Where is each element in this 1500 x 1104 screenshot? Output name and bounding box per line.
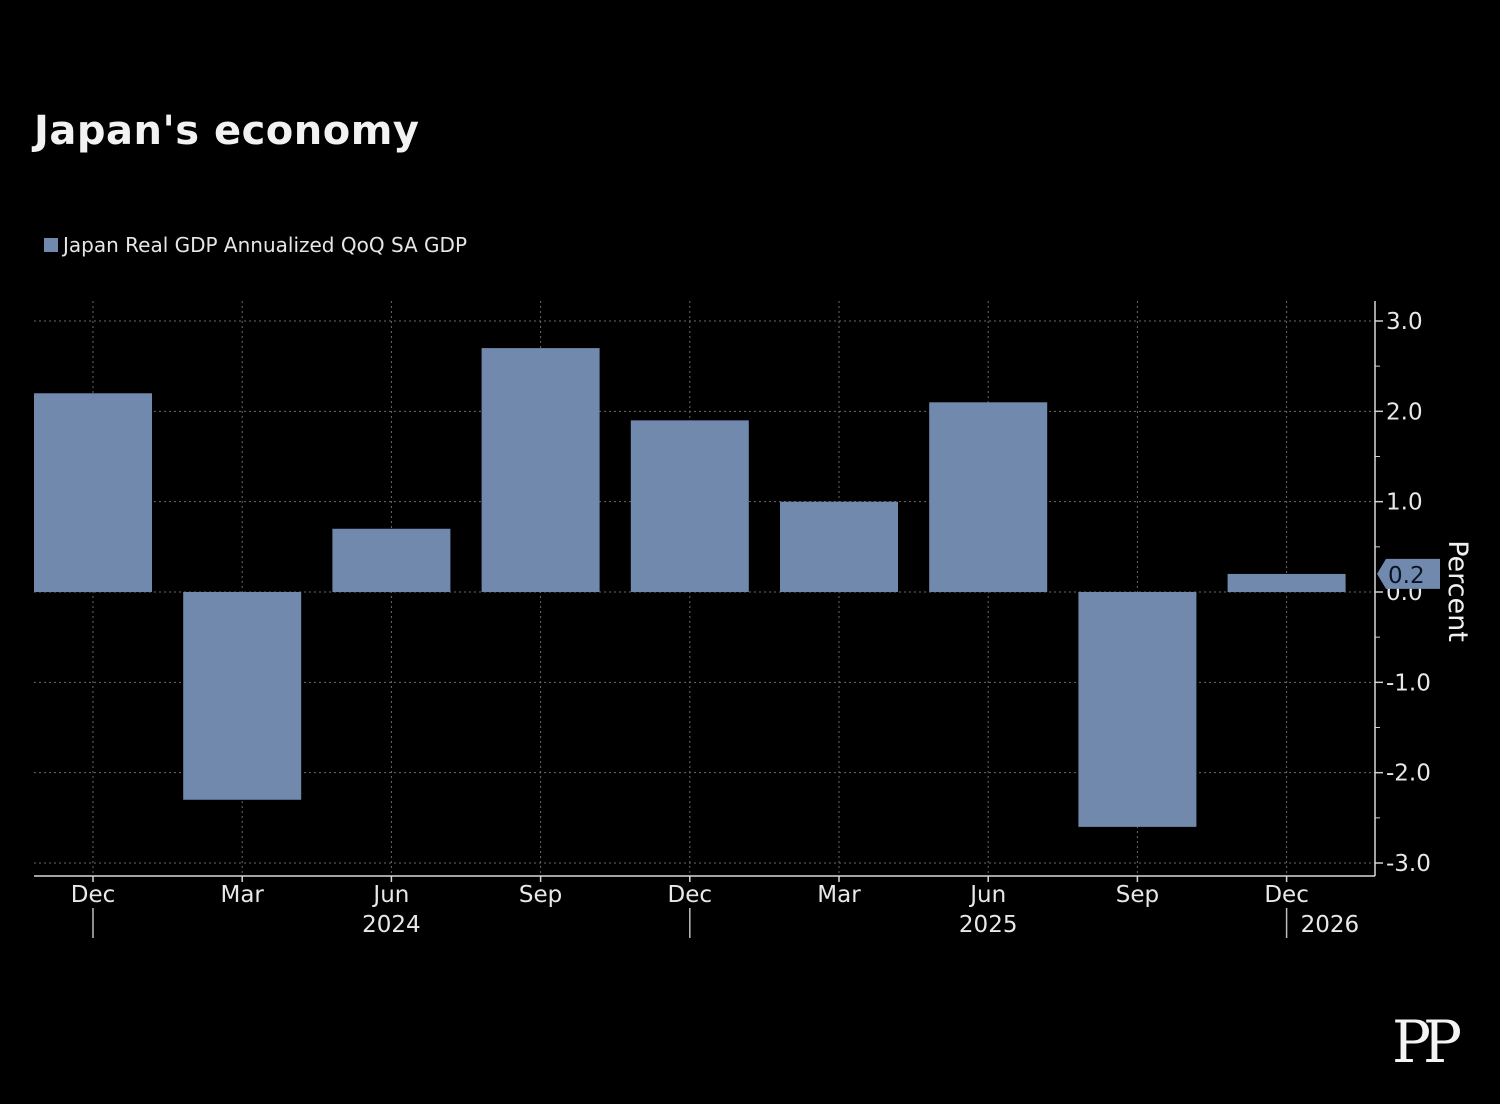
legend-swatch [44, 238, 58, 252]
y-axis-title: Percent [1442, 540, 1473, 642]
bar [481, 348, 600, 592]
y-tick-label: 3.0 [1386, 309, 1423, 335]
watermark-logo: PP [1392, 1008, 1462, 1076]
year-label: 2025 [959, 912, 1018, 938]
x-tick-label: Sep [519, 882, 562, 908]
bar [630, 420, 749, 592]
legend-label: Japan Real GDP Annualized QoQ SA GDP [63, 233, 468, 257]
bar [183, 592, 302, 800]
legend: Japan Real GDP Annualized QoQ SA GDP [44, 233, 467, 257]
last-value-label: 0.2 [1388, 563, 1425, 589]
bar [929, 402, 1048, 592]
x-tick-label: Mar [817, 882, 861, 908]
x-tick-label: Jun [371, 882, 409, 908]
x-tick-label: Mar [220, 882, 264, 908]
y-tick-label: -3.0 [1386, 851, 1431, 877]
bar [34, 393, 152, 592]
x-tick-label: Dec [71, 882, 116, 908]
year-label: 2024 [362, 912, 421, 938]
x-tick-label: Jun [968, 882, 1006, 908]
x-tick-label: Sep [1116, 882, 1159, 908]
bar [780, 501, 898, 592]
y-tick-label: -1.0 [1386, 670, 1431, 696]
chart-title: Japan's economy [34, 108, 420, 154]
y-tick-label: 2.0 [1386, 399, 1423, 425]
bar [332, 528, 451, 592]
bar [1078, 592, 1197, 827]
bar [1227, 573, 1346, 592]
year-label: 2026 [1301, 912, 1360, 938]
last-value-tag [1377, 558, 1440, 589]
y-tick-label: -2.0 [1386, 761, 1431, 787]
x-tick-label: Dec [668, 882, 713, 908]
y-tick-label: 1.0 [1386, 490, 1423, 516]
x-tick-label: Dec [1264, 882, 1309, 908]
